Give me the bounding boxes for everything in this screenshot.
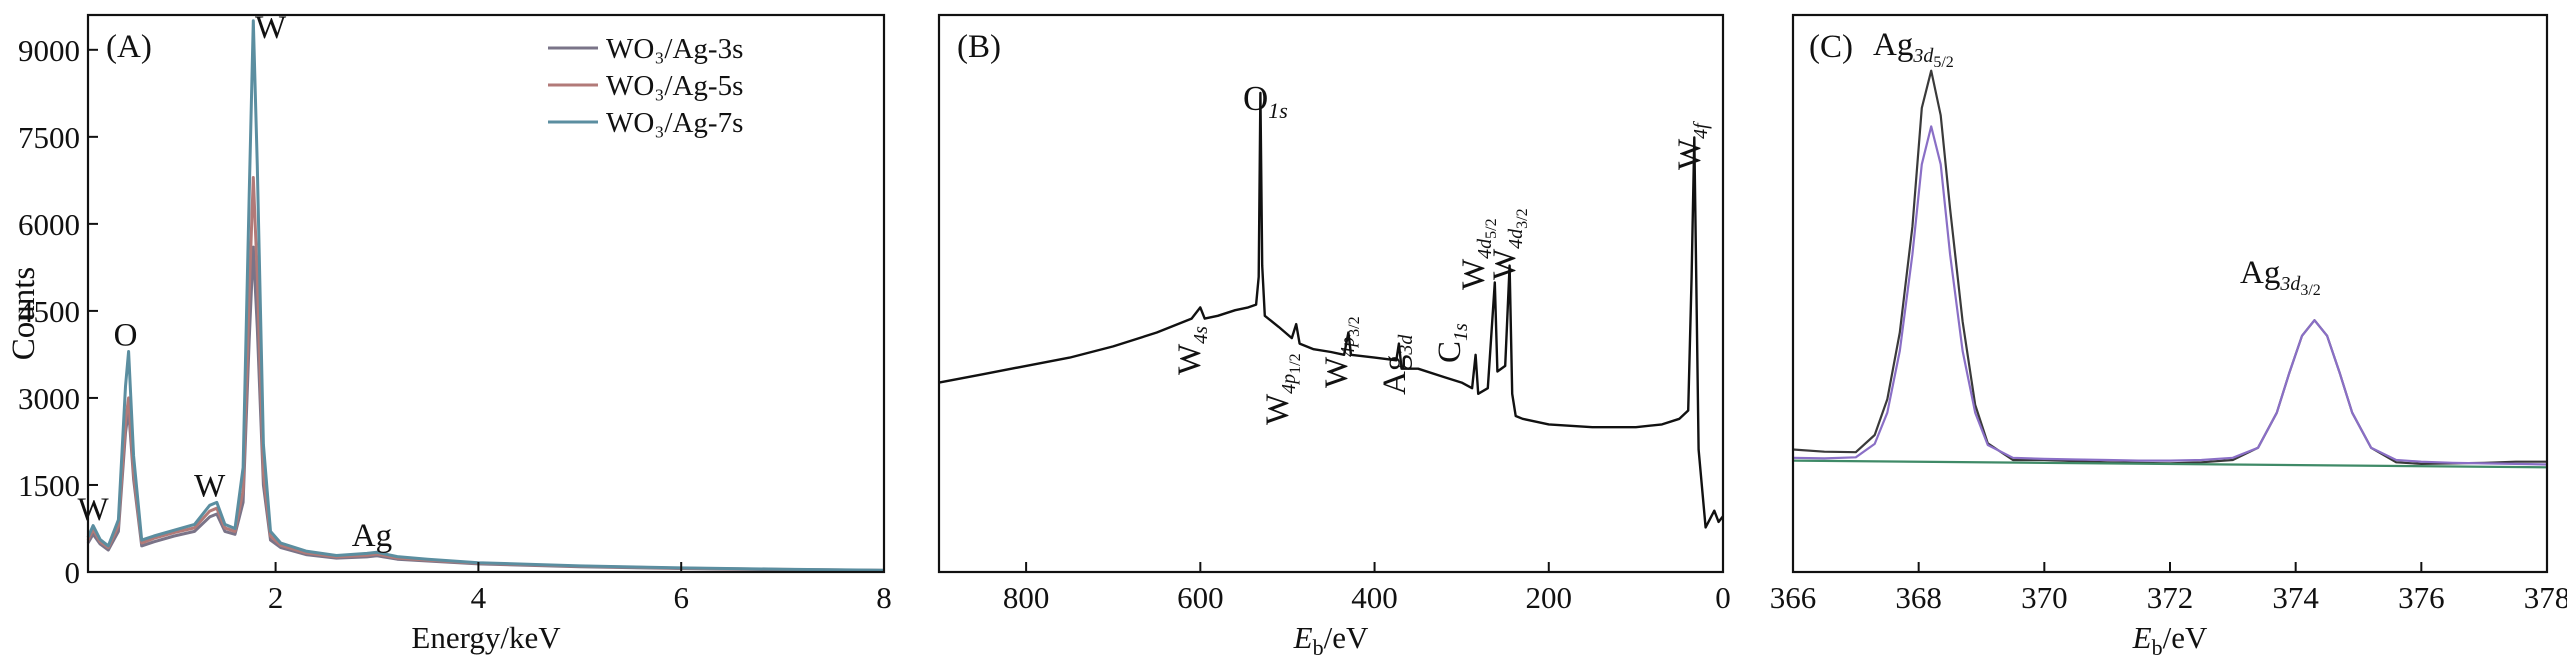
panel-b-peak-label: Ag3d bbox=[1377, 334, 1417, 395]
panel-c-peak-label-3d32: Ag3d3/2 bbox=[2240, 255, 2321, 299]
panel-a-ytick-label: 0 bbox=[65, 555, 81, 590]
panel-a-peak-label: W bbox=[77, 492, 109, 528]
panel-b-xtick-label: 400 bbox=[1351, 580, 1398, 615]
panel-a-ytick-label: 9000 bbox=[18, 33, 80, 68]
panel-a-xtick-label: 4 bbox=[471, 580, 487, 615]
series-line-series-0 bbox=[938, 91, 1724, 529]
panel-b-peak-label: C1s bbox=[1432, 323, 1472, 363]
series-line-fit bbox=[1792, 125, 2548, 466]
panel-a-xtick-label: 2 bbox=[268, 580, 284, 615]
panel-b-peak-label: W4d5/2 bbox=[1456, 218, 1500, 290]
series-line-wo-ag-5s bbox=[86, 176, 885, 572]
panel-c-xtick-label: 376 bbox=[2398, 580, 2445, 615]
panel-a-xlabel: Energy/keV bbox=[411, 620, 561, 655]
panel-a-ytick-label: 6000 bbox=[18, 207, 80, 242]
panel-b-peak-label: W4p1/2 bbox=[1260, 353, 1304, 425]
panel-b-peak-label: W4d3/2 bbox=[1487, 208, 1531, 280]
panel-b-xtick-label: 800 bbox=[1003, 580, 1050, 615]
panel-b-frame bbox=[937, 13, 1725, 574]
panel-a-peak-label: W bbox=[255, 10, 287, 46]
panel-b-xtick-label: 200 bbox=[1526, 580, 1573, 615]
series-line-wo-ag-7s bbox=[86, 19, 885, 572]
legend-label: WO₃/Ag-7s bbox=[606, 107, 743, 139]
panel-c-peak-label-3d52: Ag3d5/2 bbox=[1873, 27, 1954, 71]
panel-c-tag: (C) bbox=[1809, 29, 1853, 65]
panel-c-xtick-label: 370 bbox=[2021, 580, 2068, 615]
legend-label: WO₃/Ag-5s bbox=[606, 70, 743, 102]
series-line-wo-ag-3s bbox=[86, 245, 885, 572]
panel-b-peak-label: W4s bbox=[1172, 326, 1212, 375]
panel-b-xtick-label: 600 bbox=[1177, 580, 1224, 615]
panel-a-tag: (A) bbox=[106, 29, 152, 65]
panel-a-peak-label: Ag bbox=[352, 518, 392, 554]
panel-a-ytick-label: 4500 bbox=[18, 294, 80, 329]
panel-c-xtick-label: 366 bbox=[1770, 580, 1817, 615]
panel-c-xtick-label: 374 bbox=[2272, 580, 2319, 615]
panel-a-xtick-label: 8 bbox=[876, 580, 892, 615]
panel-b-tag: (B) bbox=[957, 29, 1001, 65]
panel-b-xlabel: Eb/eV bbox=[1293, 620, 1369, 660]
panel-c-xtick-label: 368 bbox=[1895, 580, 1942, 615]
panel-a-ytick-label: 7500 bbox=[18, 120, 80, 155]
panel-c-xlabel: Eb/eV bbox=[2132, 620, 2208, 660]
panel-a-ylabel: Counts bbox=[6, 267, 42, 361]
panel-a-peak-label: O bbox=[114, 318, 138, 354]
panel-b-peak-label: W4p3/2 bbox=[1319, 316, 1363, 388]
series-line-data bbox=[1792, 69, 2547, 465]
panel-a-ytick-label: 3000 bbox=[18, 381, 80, 416]
panel-b-peak-label: W4f bbox=[1672, 121, 1712, 170]
panel-c-xtick-label: 372 bbox=[2147, 580, 2194, 615]
panel-a-frame bbox=[86, 13, 886, 574]
legend-label: WO₃/Ag-3s bbox=[606, 33, 743, 65]
panel-a-peak-label: W bbox=[194, 469, 226, 505]
panel-a-ytick-label: 1500 bbox=[18, 468, 80, 503]
panel-a-xtick-label: 6 bbox=[673, 580, 689, 615]
panel-c-xtick-label: 378 bbox=[2524, 580, 2567, 615]
panel-b-peak-label-o1s: O1s bbox=[1243, 79, 1288, 123]
series-line-baseline bbox=[1792, 459, 2548, 469]
panel-b-xtick-label: 0 bbox=[1715, 580, 1731, 615]
panel-c-frame bbox=[1791, 13, 2549, 574]
